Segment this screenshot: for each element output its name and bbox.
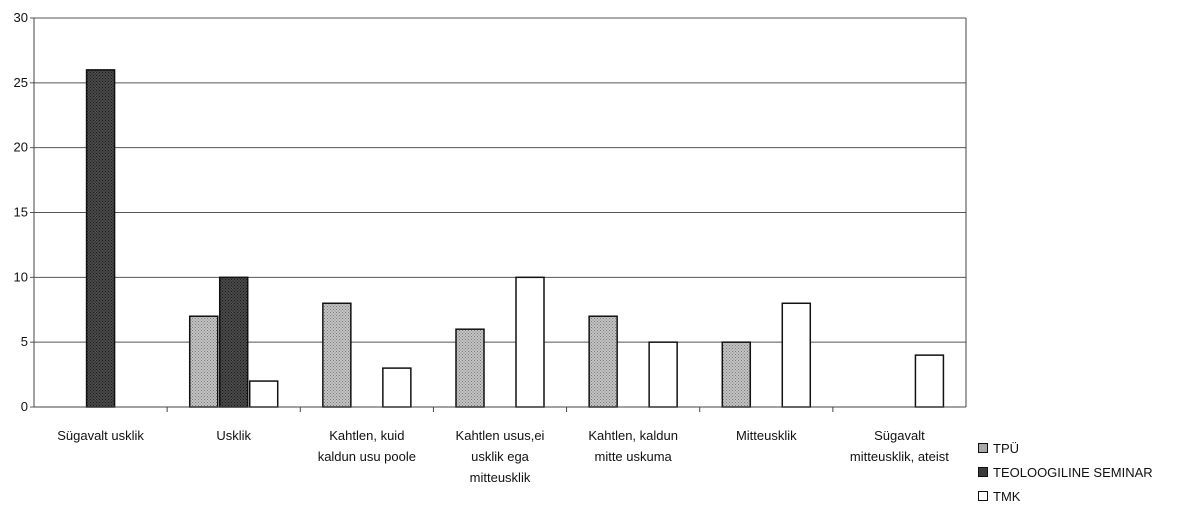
legend-swatch-tmk <box>978 491 988 501</box>
bar-tpu-usklik <box>188 315 219 408</box>
x-category-line: mitteusklik, ateist <box>850 449 949 464</box>
x-category-line: mitteusklik <box>470 470 531 485</box>
x-category-line: usklik ega <box>471 449 530 464</box>
x-category-label-kahtlen-usus-ei-usklik-ega-mitteusklik: Kahtlen usus,ei usklik ega mitteusklik <box>456 428 545 485</box>
y-tick-label-25: 25 <box>14 75 28 90</box>
x-axis-categories: Sügavalt usklik Usklik Kahtlen, kuid kaldun… <box>57 428 949 485</box>
legend-swatch-tpu <box>978 443 988 453</box>
legend-swatch-teoloogiline-seminar <box>978 467 988 477</box>
y-tick-label-30: 30 <box>14 10 28 25</box>
legend-label-teoloogiline-seminar: TEOLOOGILINE SEMINAR <box>993 464 1153 480</box>
legend-item-tpu: TPÜ <box>978 436 1153 460</box>
bar-tmk-kahtlen-kaldun-mitte-uskuma <box>648 341 678 408</box>
x-category-line: Usklik <box>216 428 251 443</box>
x-category-label-kahtlen-kaldun-mitte-uskuma: Kahtlen, kaldun mitte uskuma <box>588 428 678 464</box>
x-category-line: mitte uskuma <box>594 449 672 464</box>
legend-item-tmk: TMK <box>978 484 1153 508</box>
bar-tpu-kahtlen-kuid-kaldun-usu-poole <box>322 302 352 408</box>
y-tick-label-0: 0 <box>21 399 28 414</box>
x-category-line: Mitteusklik <box>736 428 797 443</box>
x-category-line: Sügavalt <box>874 428 925 443</box>
bar-tmk-kahtlen-kuid-kaldun-usu-poole <box>382 367 412 408</box>
axes <box>33 18 967 412</box>
x-category-line: kaldun usu poole <box>318 449 416 464</box>
legend: TPÜ TEOLOOGILINE SEMINAR TMK <box>978 436 1153 508</box>
y-axis-ticks: 0 5 10 15 20 25 30 <box>14 10 34 414</box>
x-category-label-kahtlen-kuid-kaldun-usu-poole: Kahtlen, kuid kaldun usu poole <box>318 428 416 464</box>
x-category-line: Kahtlen, kaldun <box>588 428 678 443</box>
bar-tpu-mitteusklik <box>721 341 752 408</box>
bar-teoloogiline-seminar-sugavalt-usklik <box>85 69 116 408</box>
y-tick-label-5: 5 <box>21 334 28 349</box>
legend-item-teoloogiline-seminar: TEOLOOGILINE SEMINAR <box>978 460 1153 484</box>
bar-tmk-kahtlen-usus-ei-usklik-ega-mitteusklik <box>515 276 545 408</box>
x-category-label-sugavalt-mitteusklik-ateist: Sügavalt mitteusklik, ateist <box>850 428 949 464</box>
y-tick-label-10: 10 <box>14 269 28 284</box>
x-category-line: Kahtlen usus,ei <box>456 428 545 443</box>
bar-tmk-usklik <box>248 380 279 408</box>
bar-tpu-kahtlen-usus-ei-usklik-ega-mitteusklik <box>455 328 485 408</box>
legend-label-tmk: TMK <box>993 488 1021 504</box>
x-category-label-sugavalt-usklik: Sügavalt usklik <box>57 428 144 443</box>
x-category-label-usklik: Usklik <box>216 428 251 443</box>
bar-teoloogiline-seminar-usklik <box>218 276 249 408</box>
y-tick-label-15: 15 <box>14 205 28 220</box>
bar-tpu-kahtlen-kaldun-mitte-uskuma <box>588 315 618 408</box>
legend-label-tpu: TPÜ <box>993 440 1019 456</box>
bar-tmk-sugavalt-mitteusklik-ateist <box>914 354 945 408</box>
gridlines <box>34 17 966 343</box>
bar-tmk-mitteusklik <box>781 302 812 408</box>
x-category-label-mitteusklik: Mitteusklik <box>736 428 797 443</box>
y-tick-label-20: 20 <box>14 140 28 155</box>
x-category-line: Sügavalt usklik <box>57 428 144 443</box>
x-category-line: Kahtlen, kuid <box>329 428 404 443</box>
bars <box>85 69 945 408</box>
